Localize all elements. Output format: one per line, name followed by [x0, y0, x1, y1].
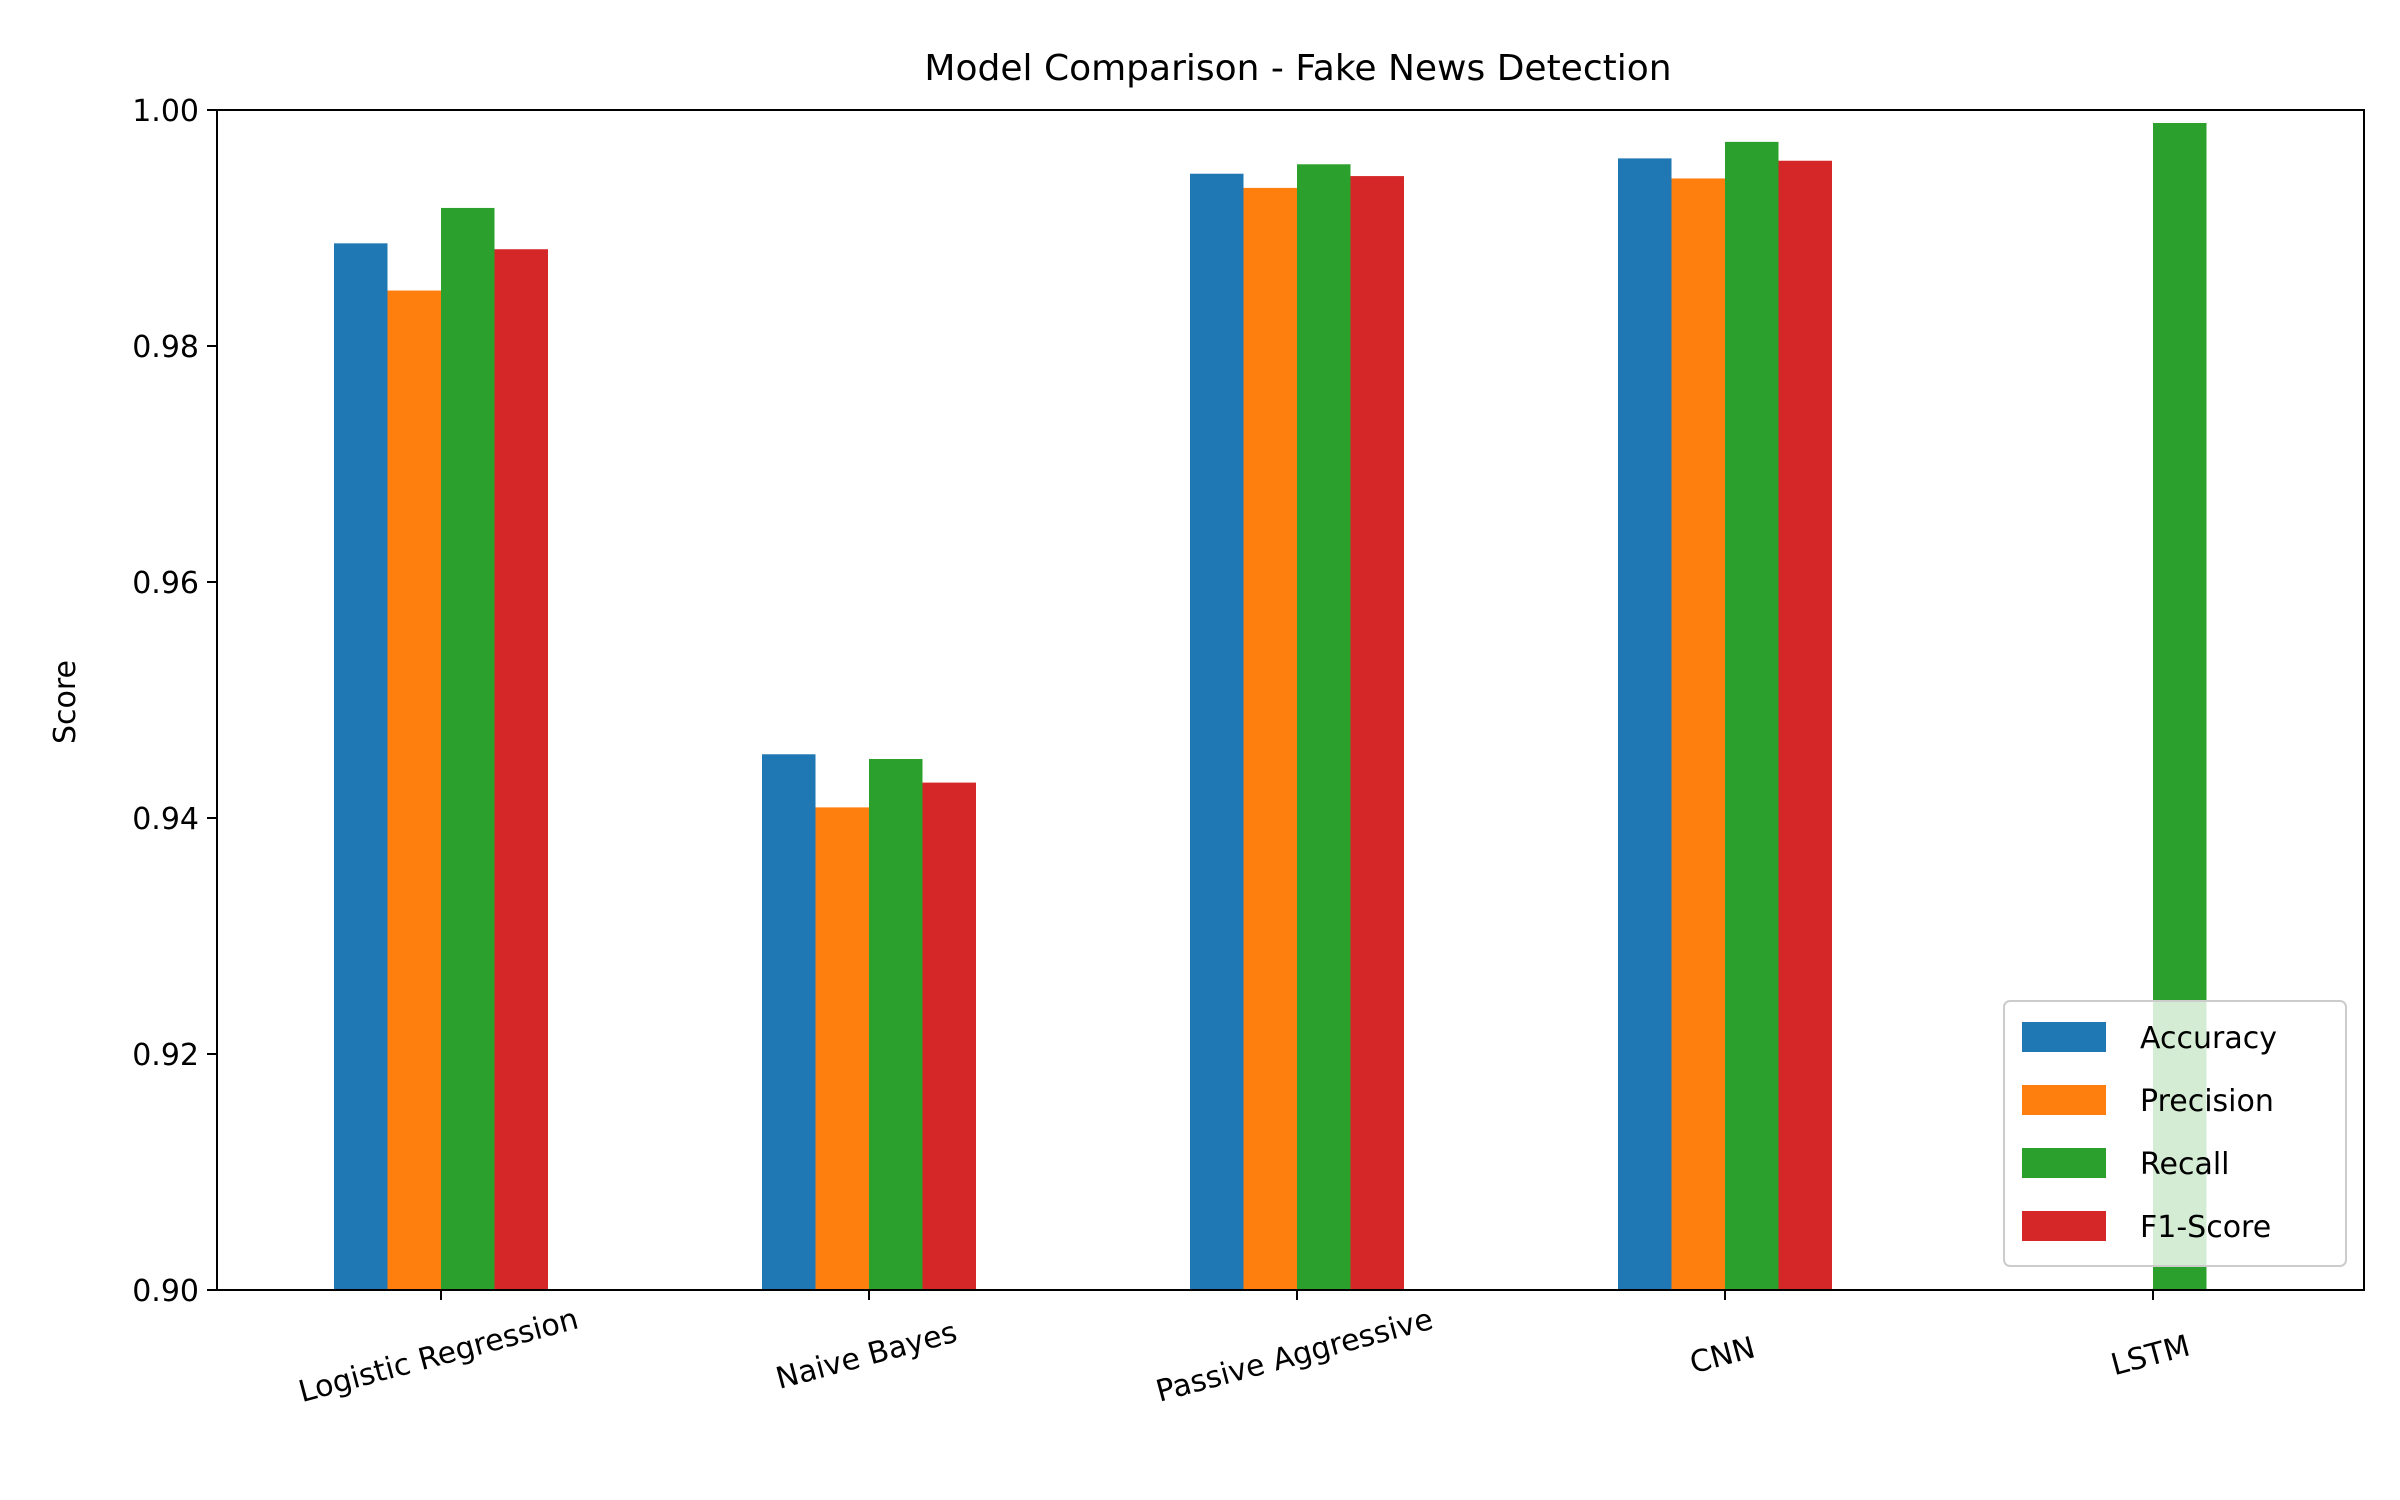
legend-swatch	[2022, 1148, 2106, 1178]
plot-frame	[216, 109, 2365, 1291]
y-tick-label: 0.92	[132, 1038, 199, 1073]
legend-label: F1-Score	[2140, 1210, 2271, 1245]
y-tick-label: 0.96	[132, 566, 199, 601]
legend-swatch	[2022, 1211, 2106, 1241]
bars-group	[334, 122, 2207, 1291]
bar-naive-bayes-accuracy	[762, 754, 816, 1290]
legend-swatch	[2022, 1022, 2106, 1052]
chart-title: Model Comparison - Fake News Detection	[924, 48, 1671, 89]
bar-cnn-accuracy	[1618, 158, 1672, 1290]
bar-passive-aggressive-precision	[1243, 187, 1297, 1290]
y-tick-label: 0.94	[132, 802, 199, 837]
y-axis-label: Score	[48, 660, 83, 744]
legend-label: Accuracy	[2140, 1021, 2277, 1056]
legend-label: Recall	[2140, 1147, 2230, 1182]
bar-logistic-regression-f1-score	[494, 249, 548, 1291]
bar-logistic-regression-precision	[387, 290, 441, 1290]
bar-logistic-regression-accuracy	[334, 243, 388, 1291]
bar-naive-bayes-recall	[869, 759, 923, 1290]
legend-label: Precision	[2140, 1084, 2274, 1119]
bar-logistic-regression-recall	[441, 207, 495, 1291]
bar-naive-bayes-precision	[815, 807, 869, 1290]
y-tick-label: 0.98	[132, 330, 199, 365]
legend-swatch	[2022, 1085, 2106, 1115]
bar-passive-aggressive-f1-score	[1350, 176, 1404, 1291]
bar-passive-aggressive-accuracy	[1190, 173, 1244, 1291]
y-tick-label: 0.90	[132, 1274, 199, 1309]
bar-cnn-recall	[1725, 141, 1779, 1291]
legend: Accuracy Precision Recall F1-Score	[2003, 1000, 2347, 1267]
bar-passive-aggressive-recall	[1297, 164, 1351, 1290]
bar-cnn-precision	[1671, 178, 1725, 1291]
legend-box	[2003, 1000, 2347, 1267]
bar-cnn-f1-score	[1778, 160, 1832, 1291]
y-tick-label: 1.00	[132, 94, 199, 129]
bar-naive-bayes-f1-score	[922, 782, 976, 1290]
